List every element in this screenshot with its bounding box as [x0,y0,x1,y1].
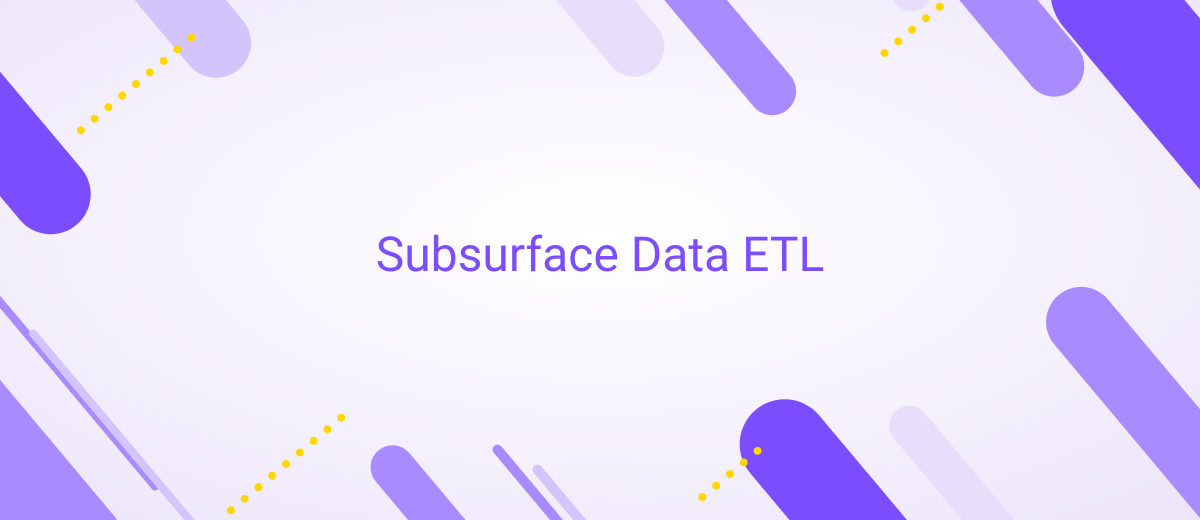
dot-icon [267,470,278,481]
banner-canvas: Subsurface Data ETL [0,0,1200,520]
dot-icon [294,447,305,458]
dot-icon [89,113,100,124]
dot-icon [117,90,128,101]
dot-icon [225,505,236,516]
dot-icon [253,482,264,493]
dot-icon [158,55,169,66]
dot-icon [239,493,250,504]
dot-icon [724,468,735,479]
dot-icon [906,24,917,35]
dot-icon [103,102,114,113]
dot-icon [920,13,931,24]
dot-icon [948,0,959,1]
dot-icon [336,412,347,423]
decorative-bar [362,436,563,520]
dot-icon [308,435,319,446]
decorative-bar [0,202,146,520]
dot-icon [75,125,86,136]
dot-icon [711,480,722,491]
dot-icon [280,458,291,469]
decorative-bar [45,0,266,92]
dot-icon [144,67,155,78]
dot-icon [322,424,333,435]
decorative-bar [463,0,676,89]
decorative-dot-row [225,412,347,516]
dot-icon [130,78,141,89]
decorative-bar [780,0,939,19]
decorative-bar [1032,273,1200,520]
dot-icon [893,36,904,47]
dot-icon [934,1,945,12]
banner-title: Subsurface Data ETL [376,226,825,283]
decorative-bar [881,398,1079,520]
decorative-dot-row [75,32,197,136]
dot-icon [879,47,890,58]
dot-icon [697,492,708,503]
